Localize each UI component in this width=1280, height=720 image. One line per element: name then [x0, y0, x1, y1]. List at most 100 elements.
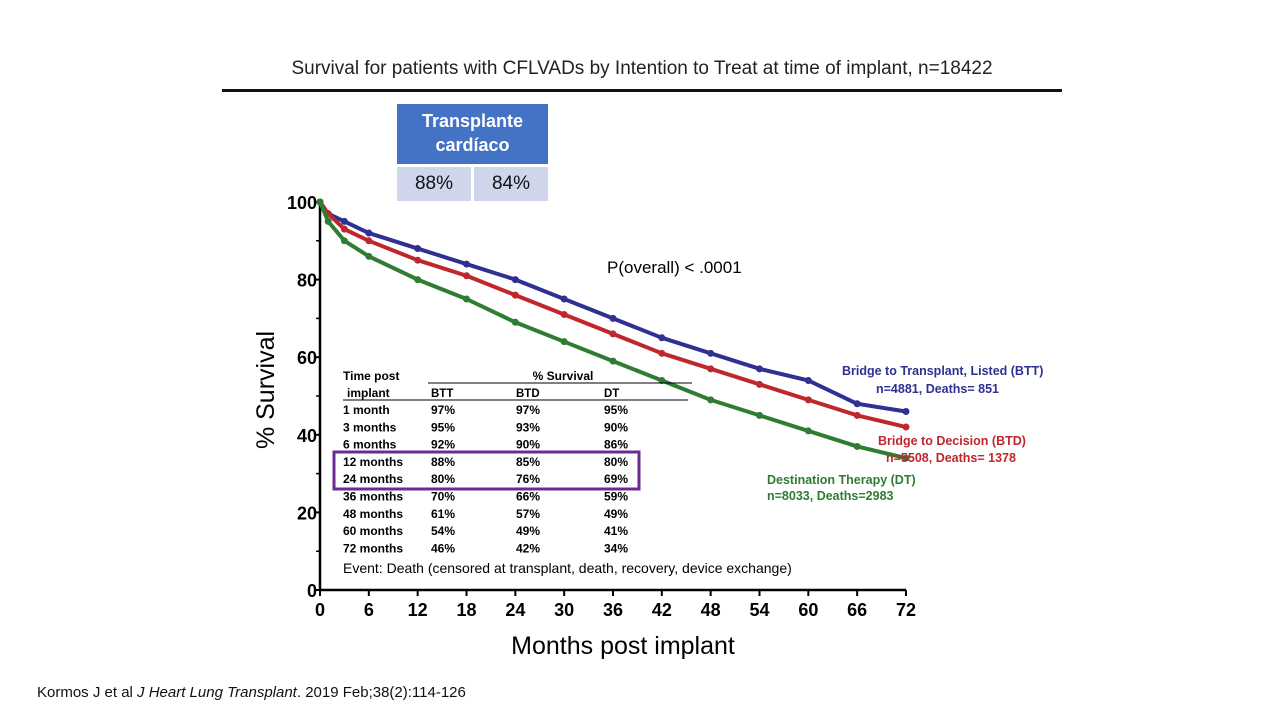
table-cell: 59% [604, 490, 628, 504]
x-tick-label: 66 [847, 600, 867, 620]
survival-table: Time post implant % Survival BTT BTD DT 1 mont… [332, 369, 792, 576]
data-point [756, 380, 763, 388]
data-point [902, 408, 910, 416]
table-column-header: BTT [431, 388, 453, 400]
chart-axes: 0 6 12 18 24 30 36 42 48 54 60 66 72 0 20 40 60 80 100 Mont… [252, 193, 916, 660]
table-cell: 88% [431, 455, 455, 469]
data-point [609, 330, 617, 338]
table-cell: 49% [604, 507, 628, 521]
data-point [804, 376, 812, 384]
table-row-label: 60 months [343, 524, 403, 538]
data-point [804, 396, 812, 404]
x-axis-title: Months post implant [511, 632, 735, 660]
data-point [756, 365, 763, 373]
table-row-label: 48 months [343, 507, 403, 521]
table-column-header: BTD [516, 388, 540, 400]
table-row-header-line1: Time post [343, 369, 399, 383]
x-tick-label: 6 [364, 600, 374, 620]
data-point [560, 295, 568, 303]
data-point [658, 376, 666, 384]
data-point [902, 454, 910, 462]
data-point [414, 245, 422, 253]
table-row-label: 72 months [343, 541, 403, 555]
data-point [707, 396, 715, 404]
data-point [511, 276, 519, 284]
table-cell: 95% [604, 403, 628, 417]
data-point [463, 260, 470, 268]
transplant-box-values: 88% 84% [397, 167, 548, 201]
table-cell: 95% [431, 420, 455, 434]
table-cell: 70% [431, 490, 455, 504]
data-point [707, 349, 715, 357]
table-row-label: 12 months [343, 455, 403, 469]
series-stats-0: n=4881, Deaths= 851 [876, 382, 999, 396]
x-tick-label: 54 [749, 600, 769, 620]
data-point [853, 442, 861, 450]
table-cell: 97% [431, 403, 455, 417]
y-tick-label: 100 [287, 193, 317, 213]
table-cell: 66% [516, 490, 540, 504]
table-row-label: 36 months [343, 490, 403, 504]
y-tick-label: 0 [307, 581, 317, 601]
data-point [658, 349, 666, 357]
x-tick-label: 18 [456, 600, 476, 620]
table-cell: 46% [431, 541, 455, 555]
table-cell: 42% [516, 541, 540, 555]
citation-journal: J Heart Lung Transplant [137, 684, 297, 701]
data-point [609, 357, 617, 365]
data-point [324, 217, 332, 225]
table-row-label: 1 month [343, 403, 390, 417]
data-point [560, 338, 568, 346]
x-tick-label: 30 [554, 600, 574, 620]
table-cell: 80% [431, 472, 455, 486]
table-cell: 97% [516, 403, 540, 417]
event-note: Event: Death (censored at transplant, de… [343, 560, 792, 576]
y-tick-label: 20 [297, 503, 317, 523]
data-point [902, 423, 910, 431]
series-stats-1: n=5508, Deaths= 1378 [886, 451, 1016, 465]
table-cell: 90% [516, 438, 540, 452]
table-row-label: 6 months [343, 438, 397, 452]
table-cell: 61% [431, 507, 455, 521]
table-cell: 34% [604, 541, 628, 555]
table-cell: 93% [516, 420, 540, 434]
x-tick-label: 36 [603, 600, 623, 620]
data-point [463, 272, 470, 280]
data-point [511, 318, 519, 326]
series-layer [316, 198, 910, 462]
x-tick-label: 48 [701, 600, 721, 620]
citation: Kormos J et al J Heart Lung Transplant. … [37, 684, 466, 701]
y-tick-label: 60 [297, 348, 317, 368]
series-label-0: Bridge to Transplant, Listed (BTT) [842, 364, 1043, 378]
table-highlight-box [332, 450, 641, 491]
table-cell: 49% [516, 524, 540, 538]
data-point [804, 427, 812, 435]
data-point [853, 411, 861, 419]
x-tick-label: 60 [798, 600, 818, 620]
y-tick-label: 40 [297, 426, 317, 446]
data-point [609, 314, 617, 322]
survival-chart: 0 6 12 18 24 30 36 42 48 54 60 66 72 0 20 40 60 80 100 Mont… [252, 193, 1043, 660]
transplant-value-1: 88% [397, 167, 471, 201]
table-cell: 41% [604, 524, 628, 538]
table-header-top: % Survival [533, 369, 594, 383]
y-tick-label: 80 [297, 271, 317, 291]
table-cell: 86% [604, 438, 628, 452]
data-point [340, 237, 348, 245]
data-point [853, 400, 861, 408]
table-cell: 92% [431, 438, 455, 452]
data-point [560, 311, 568, 319]
table-column-header: DT [604, 388, 619, 400]
data-point [340, 225, 348, 233]
labels-layer: Bridge to Transplant, Listed (BTT) n=4881… [607, 258, 1043, 503]
data-point [365, 237, 373, 245]
table-row-label: 24 months [343, 472, 403, 486]
data-point [707, 365, 715, 373]
transplant-value-2: 84% [474, 167, 548, 201]
table-row-label: 3 months [343, 420, 397, 434]
series-label-2: Destination Therapy (DT) [767, 473, 916, 487]
title-rule [222, 89, 1062, 92]
x-tick-label: 12 [408, 600, 428, 620]
x-tick-label: 0 [315, 600, 325, 620]
data-point [463, 295, 470, 303]
